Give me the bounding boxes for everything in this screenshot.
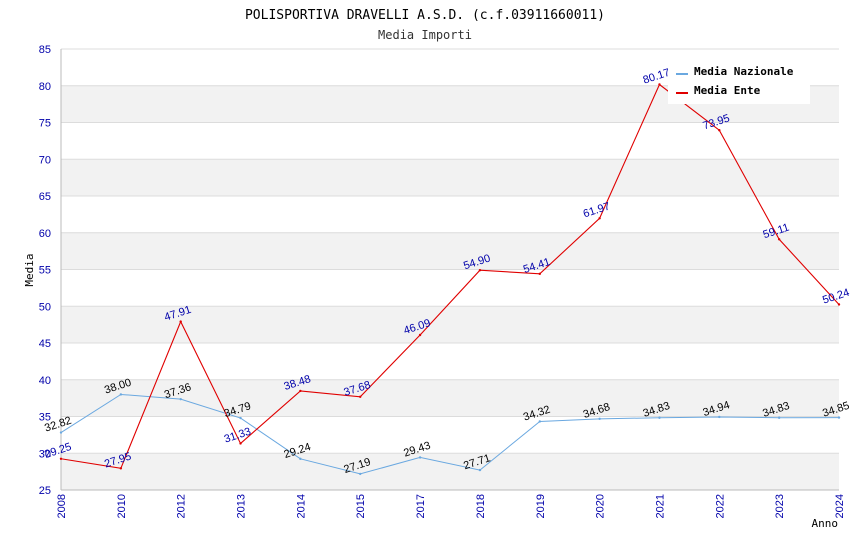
y-tick-label: 65	[39, 191, 51, 203]
data-point	[119, 467, 123, 470]
x-tick-label: 2018	[475, 494, 487, 518]
series-line-nazionale	[60, 393, 840, 475]
data-point	[478, 468, 482, 472]
plot-band	[61, 453, 839, 490]
plot-band	[61, 269, 839, 307]
data-point	[59, 457, 63, 460]
y-tick-label: 60	[39, 228, 51, 240]
legend-label-nazionale: Media Nazionale	[694, 65, 794, 78]
plot-band	[61, 159, 839, 196]
series-line-ente	[60, 83, 840, 469]
data-point	[59, 431, 63, 434]
y-tick-label: 75	[39, 118, 51, 130]
data-point	[598, 417, 601, 421]
y-axis: 25 30 35 40 45 50 55 60 65 70 75 80 85	[39, 44, 51, 497]
data-point	[538, 272, 541, 276]
data-point	[478, 269, 482, 272]
y-tick-label: 70	[39, 154, 51, 166]
x-tick-label: 2012	[176, 494, 188, 518]
legend-box	[668, 60, 810, 104]
x-axis-label: Anno	[812, 517, 839, 530]
plot-band	[61, 122, 839, 160]
plot-band	[61, 196, 839, 233]
x-tick-label: 2019	[535, 494, 547, 518]
data-point	[418, 456, 422, 459]
y-tick-label: 35	[39, 412, 51, 424]
plot-band	[61, 232, 839, 270]
x-tick-label: 2022	[714, 494, 726, 518]
y-tick-label: 50	[39, 301, 51, 313]
data-point	[179, 320, 182, 323]
y-tick-label: 40	[39, 375, 51, 387]
plot-band	[61, 416, 839, 454]
y-tick-label: 25	[39, 485, 51, 497]
data-point	[179, 397, 182, 401]
x-tick-label: 2017	[415, 494, 427, 518]
x-tick-label: 2015	[355, 494, 367, 518]
data-point	[239, 442, 242, 445]
y-tick-label: 80	[39, 81, 51, 93]
x-tick-label: 2021	[654, 494, 666, 518]
x-axis: 2008 2010 2012 2013 2014 2015 2017 2018 2019 2020…	[56, 494, 846, 518]
y-tick-label: 55	[39, 265, 51, 277]
x-tick-label: 2010	[116, 494, 128, 518]
legend: Media Nazionale Media Ente	[668, 60, 810, 104]
x-tick-label: 2020	[595, 494, 607, 518]
legend-label-ente: Media Ente	[694, 84, 761, 97]
data-point	[837, 303, 841, 306]
data-point	[359, 395, 362, 399]
data-point	[239, 416, 242, 420]
data-point	[658, 83, 661, 86]
y-axis-label: Media	[23, 253, 36, 286]
data-point	[119, 393, 123, 396]
plot-band	[61, 343, 839, 380]
plot-band	[61, 379, 839, 417]
data-point	[777, 416, 781, 419]
data-point	[538, 420, 541, 423]
data-point	[837, 416, 841, 419]
data-point	[359, 472, 362, 476]
y-tick-label: 85	[39, 44, 51, 56]
x-tick-label: 2008	[56, 494, 68, 518]
series-lines	[59, 83, 841, 476]
data-point	[777, 238, 781, 241]
chart-subtitle: Media Importi	[378, 28, 472, 42]
plot-band	[61, 306, 839, 343]
x-tick-label: 2023	[774, 494, 786, 518]
x-tick-label: 2014	[295, 494, 307, 518]
data-point	[718, 415, 721, 419]
data-point	[418, 333, 422, 337]
y-tick-label: 45	[39, 338, 51, 350]
data-point	[299, 389, 302, 393]
plot-background	[61, 49, 839, 490]
chart-title: POLISPORTIVA DRAVELLI A.S.D. (c.f.039116…	[245, 8, 605, 23]
x-tick-label: 2024	[834, 494, 846, 518]
data-point	[299, 457, 302, 461]
data-point	[598, 217, 601, 220]
x-tick-label: 2013	[236, 494, 248, 518]
y-tick-label: 30	[39, 448, 51, 460]
data-point	[658, 416, 661, 419]
data-point	[718, 129, 721, 132]
